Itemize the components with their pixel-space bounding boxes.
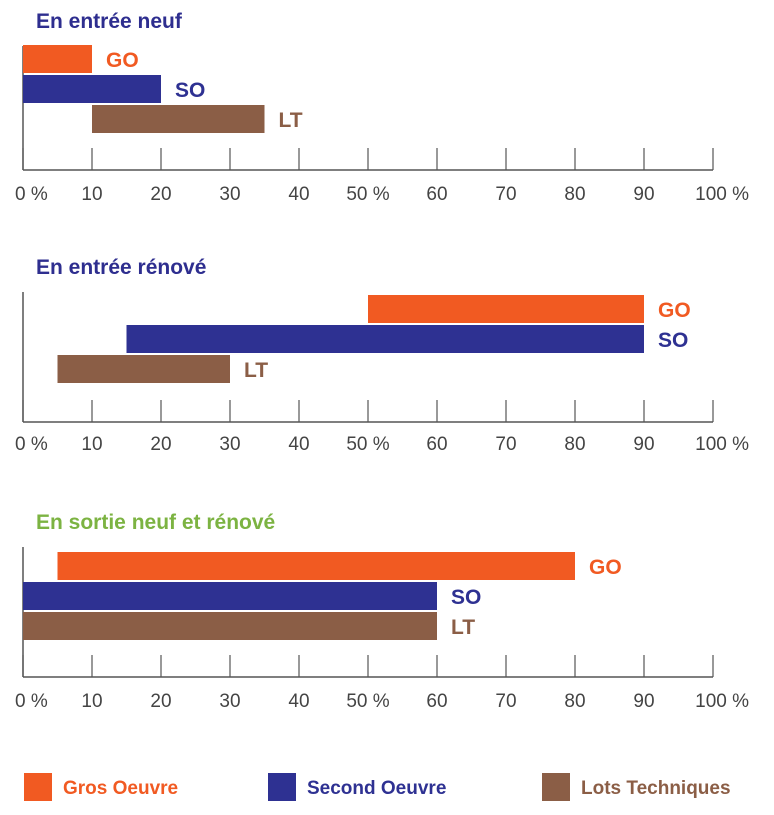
bar-label-go: GO <box>589 556 622 579</box>
bar-lt <box>23 612 437 640</box>
bar-label-go: GO <box>658 299 691 322</box>
legend-swatch-lt <box>542 773 570 801</box>
legend-label-go: Gros Oeuvre <box>63 778 178 799</box>
x-tick-label: 100 % <box>695 184 749 205</box>
x-tick-label: 90 <box>633 184 654 205</box>
panel-title: En sortie neuf et rénové <box>36 511 275 534</box>
bar-label-lt: LT <box>279 109 303 132</box>
x-tick-label: 60 <box>426 434 447 455</box>
bar-label-so: SO <box>658 329 688 352</box>
bar-go <box>57 552 575 580</box>
bar-so <box>23 75 161 103</box>
bar-label-lt: LT <box>244 359 268 382</box>
x-tick-label: 90 <box>633 434 654 455</box>
x-tick-label: 80 <box>564 691 585 712</box>
legend-label-lt: Lots Techniques <box>581 778 731 799</box>
x-tick-label: 80 <box>564 184 585 205</box>
x-tick-label: 30 <box>219 184 240 205</box>
x-tick-label: 40 <box>288 434 309 455</box>
x-tick-label: 0 % <box>15 184 48 205</box>
x-tick-label: 80 <box>564 434 585 455</box>
x-tick-label: 100 % <box>695 691 749 712</box>
x-tick-label: 60 <box>426 184 447 205</box>
x-tick-label: 10 <box>81 184 102 205</box>
legend-swatch-go <box>24 773 52 801</box>
bar-label-go: GO <box>106 49 139 72</box>
x-tick-label: 40 <box>288 184 309 205</box>
x-tick-label: 10 <box>81 434 102 455</box>
x-tick-label: 50 % <box>346 691 389 712</box>
x-tick-label: 70 <box>495 184 516 205</box>
x-tick-label: 20 <box>150 691 171 712</box>
bar-label-so: SO <box>451 586 481 609</box>
bar-so <box>23 582 437 610</box>
x-tick-label: 20 <box>150 184 171 205</box>
x-tick-label: 0 % <box>15 434 48 455</box>
bar-go <box>23 45 92 73</box>
bar-label-so: SO <box>175 79 205 102</box>
panel-title: En entrée rénové <box>36 256 206 279</box>
x-tick-label: 70 <box>495 691 516 712</box>
legend-swatch-so <box>268 773 296 801</box>
x-tick-label: 20 <box>150 434 171 455</box>
legend-label-so: Second Oeuvre <box>307 778 446 799</box>
x-tick-label: 30 <box>219 691 240 712</box>
x-tick-label: 90 <box>633 691 654 712</box>
x-tick-label: 60 <box>426 691 447 712</box>
panel-title: En entrée neuf <box>36 10 183 33</box>
x-tick-label: 40 <box>288 691 309 712</box>
x-tick-label: 70 <box>495 434 516 455</box>
bar-lt <box>92 105 265 133</box>
x-tick-label: 10 <box>81 691 102 712</box>
bar-go <box>368 295 644 323</box>
bar-lt <box>57 355 230 383</box>
bar-label-lt: LT <box>451 616 475 639</box>
x-tick-label: 30 <box>219 434 240 455</box>
x-tick-label: 0 % <box>15 691 48 712</box>
x-tick-label: 100 % <box>695 434 749 455</box>
bar-so <box>126 325 644 353</box>
x-tick-label: 50 % <box>346 434 389 455</box>
x-tick-label: 50 % <box>346 184 389 205</box>
